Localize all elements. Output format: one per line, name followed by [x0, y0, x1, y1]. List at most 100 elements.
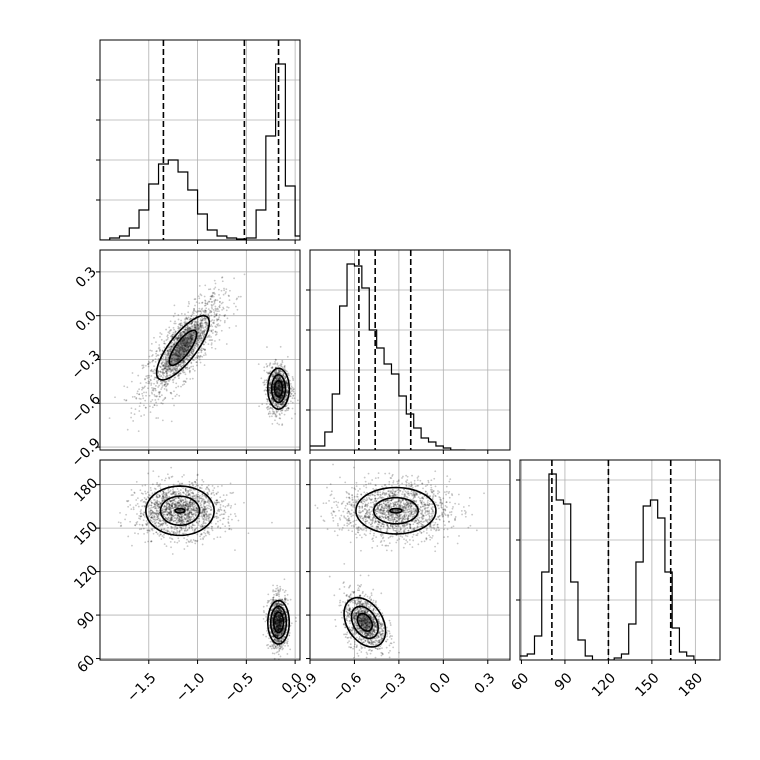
scatter-point: [274, 360, 276, 363]
scatter-point: [278, 595, 280, 598]
scatter-point: [203, 333, 206, 336]
scatter-point: [228, 524, 231, 527]
scatter-point: [272, 627, 274, 630]
scatter-point: [177, 344, 180, 347]
scatter-point: [284, 598, 286, 600]
scatter-point: [190, 509, 193, 512]
scatter-point: [172, 507, 175, 510]
scatter-point: [175, 518, 178, 521]
scatter-point: [274, 405, 276, 407]
scatter-point: [169, 541, 172, 543]
scatter-point: [280, 632, 282, 635]
scatter-point: [186, 508, 189, 511]
scatter-point: [141, 392, 144, 395]
scatter-point: [174, 490, 177, 493]
scatter-point: [165, 493, 168, 496]
scatter-point: [160, 538, 163, 540]
scatter-point: [191, 497, 194, 500]
scatter-point: [171, 493, 173, 496]
scatter-point: [205, 321, 208, 324]
scatter-point: [271, 366, 274, 369]
scatter-point: [279, 585, 282, 588]
scatter-point: [178, 350, 181, 353]
scatter-point: [278, 389, 281, 392]
scatter-point: [203, 354, 205, 357]
scatter-point: [228, 326, 231, 329]
scatter-point: [136, 497, 139, 500]
scatter-point: [184, 489, 187, 492]
scatter-point: [179, 326, 182, 329]
scatter-point: [209, 298, 212, 300]
scatter-point: [171, 353, 174, 356]
scatter-point: [159, 375, 162, 378]
scatter-point: [197, 484, 199, 487]
scatter-point: [277, 392, 280, 394]
scatter-point: [182, 380, 185, 383]
scatter-point: [196, 509, 199, 512]
scatter-point: [188, 505, 191, 507]
scatter-point: [202, 517, 205, 520]
scatter-point: [205, 486, 208, 489]
scatter-point: [133, 491, 136, 494]
scatter-point: [182, 348, 185, 351]
scatter-point: [185, 342, 187, 345]
scatter-point: [149, 361, 151, 364]
scatter-point: [275, 414, 278, 417]
scatter-point: [143, 386, 146, 389]
panel-frame: [99, 39, 301, 241]
scatter-point: [207, 514, 210, 517]
scatter-point: [177, 501, 180, 504]
scatter-point: [203, 509, 206, 512]
scatter-point: [203, 515, 206, 518]
scatter-point: [171, 553, 174, 555]
scatter-point: [282, 391, 285, 393]
scatter-point: [279, 627, 282, 630]
scatter-point: [286, 384, 289, 387]
scatter-point: [190, 510, 192, 513]
scatter-point: [173, 371, 176, 374]
scatter-point: [263, 366, 266, 369]
density-contour: [270, 374, 287, 404]
scatter-point: [193, 325, 196, 327]
scatter-point: [187, 328, 190, 331]
scatter-point: [189, 333, 191, 336]
scatter-point: [184, 318, 187, 321]
scatter-point: [141, 386, 144, 389]
scatter-point: [181, 521, 184, 524]
scatter-point: [164, 356, 167, 359]
scatter-point: [151, 509, 154, 512]
scatter-point: [174, 376, 177, 379]
scatter-point: [217, 324, 219, 327]
scatter-point: [187, 491, 190, 494]
scatter-point: [152, 512, 155, 515]
scatter-point: [178, 502, 181, 505]
scatter-point: [148, 510, 151, 513]
scatter-point: [159, 503, 162, 506]
scatter-point: [273, 657, 276, 660]
scatter-point: [211, 484, 214, 487]
scatter-point: [277, 385, 280, 387]
scatter-point: [209, 295, 212, 298]
scatter-point: [184, 507, 187, 510]
scatter-point: [276, 363, 279, 366]
scatter-point: [150, 384, 153, 386]
scatter-point: [224, 314, 227, 316]
scatter-point: [176, 338, 179, 341]
scatter-point: [162, 536, 165, 539]
scatter-point: [184, 506, 186, 509]
scatter-point: [147, 387, 149, 390]
scatter-point: [279, 369, 282, 372]
scatter-point: [168, 519, 171, 522]
scatter-point: [279, 370, 282, 373]
scatter-point: [204, 326, 207, 329]
scatter-point: [163, 505, 166, 508]
scatter-point: [183, 331, 186, 333]
scatter-point: [278, 616, 281, 619]
scatter-point: [169, 378, 171, 381]
scatter-point: [209, 505, 212, 508]
scatter-point: [274, 413, 277, 415]
scatter-point: [206, 526, 209, 529]
scatter-point: [150, 500, 152, 502]
scatter-point: [154, 512, 157, 515]
scatter-point: [278, 387, 280, 390]
